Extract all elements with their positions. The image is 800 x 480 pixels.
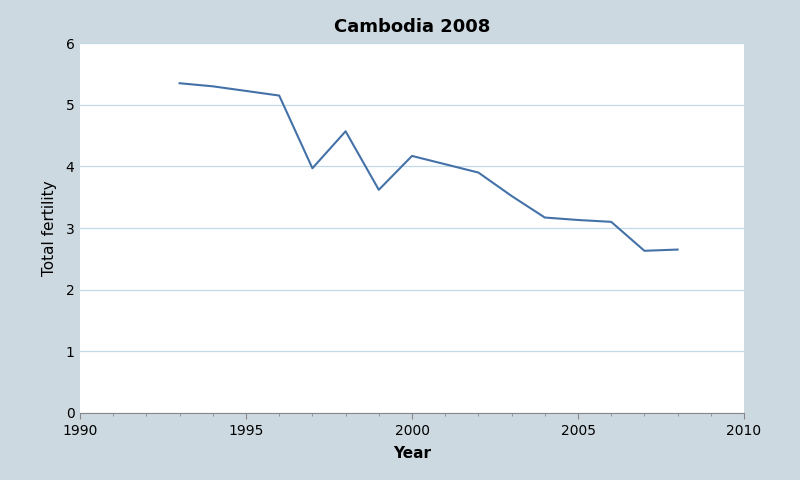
X-axis label: Year: Year: [393, 446, 431, 461]
Y-axis label: Total fertility: Total fertility: [42, 180, 58, 276]
Title: Cambodia 2008: Cambodia 2008: [334, 18, 490, 36]
